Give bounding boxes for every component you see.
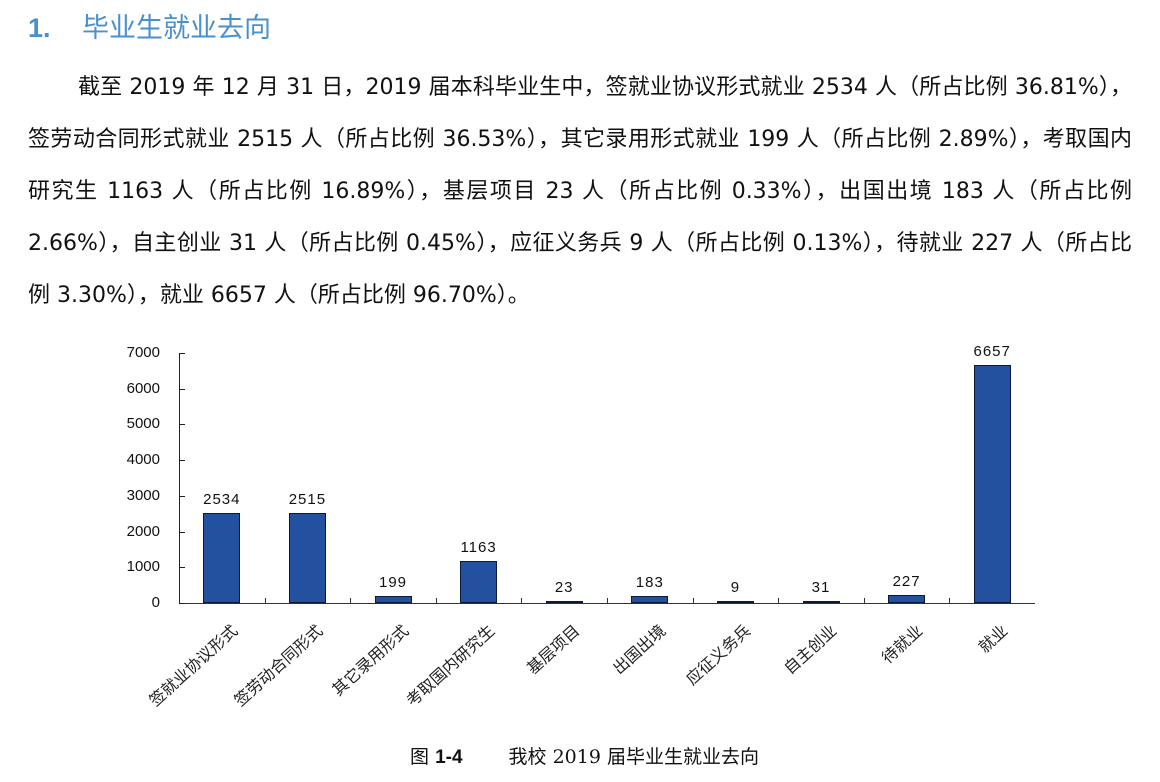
x-tick [778, 598, 780, 604]
figure-label: 图 1-4 [410, 746, 463, 768]
y-tick [179, 353, 185, 354]
x-tick [435, 598, 437, 604]
figure-title: 我校 2019 届毕业生就业去向 [508, 746, 759, 768]
bar-value-label: 6657 [973, 343, 1011, 361]
section-heading: 1. 毕业生就业去向 [28, 6, 271, 45]
bar-value-label: 2515 [288, 491, 327, 509]
x-category-label: 基层项目 [523, 621, 584, 679]
y-tick [179, 460, 185, 462]
y-axis [179, 353, 180, 604]
bar-9 [973, 365, 1011, 603]
bar-value-label: 2534 [203, 490, 241, 508]
x-category-label: 应征义务兵 [682, 621, 755, 689]
paragraph-text: 截至 2019 年 12 月 31 日，2019 届本科毕业生中，签就业协议形式… [28, 75, 1132, 308]
x-category-label: 签就业协议形式 [145, 621, 242, 711]
y-tick [179, 424, 185, 426]
bar-value-label: 183 [635, 574, 664, 592]
x-tick [350, 598, 352, 604]
bar-6 [716, 601, 754, 603]
bar-7 [802, 601, 840, 603]
x-category-label: 自主创业 [780, 621, 841, 679]
bar-value-label: 9 [730, 579, 741, 596]
x-category-label: 签劳动合同形式 [230, 621, 327, 711]
figure-caption: 图 1-4 我校 2019 届毕业生就业去向 [410, 742, 759, 769]
bar-chart: 0 1000 2000 3000 4000 5000 6000 7000 2534 签就业协议形式… [0, 330, 1160, 740]
y-tick [179, 603, 185, 604]
bar-3 [460, 561, 498, 603]
x-category-label: 就业 [975, 621, 1012, 657]
y-tick-label: 2000 [126, 522, 160, 540]
y-tick-label: 1000 [126, 558, 160, 576]
bar-5 [631, 596, 669, 603]
bar-value-label: 199 [378, 573, 408, 591]
bar-4 [545, 601, 583, 603]
body-paragraph: 截至 2019 年 12 月 31 日，2019 届本科毕业生中，签就业协议形式… [28, 62, 1132, 322]
x-tick [264, 598, 266, 604]
bar-value-label: 227 [892, 572, 921, 590]
y-tick-label: 7000 [126, 344, 160, 361]
x-tick [863, 598, 865, 604]
x-tick [521, 598, 523, 604]
x-category-label: 待就业 [877, 621, 926, 668]
x-category-label: 考取国内研究生 [402, 621, 498, 711]
y-tick-label: 3000 [126, 486, 160, 504]
bar-value-label: 23 [554, 579, 574, 596]
section-title: 毕业生就业去向 [82, 13, 271, 44]
y-tick-label: 5000 [126, 415, 160, 433]
x-tick [607, 598, 608, 604]
y-tick [179, 531, 185, 533]
y-tick-label: 6000 [126, 379, 160, 397]
x-tick [949, 598, 951, 604]
section-number: 1. [28, 13, 51, 43]
bar-value-label: 1163 [460, 539, 497, 557]
y-tick-label: 0 [151, 594, 160, 611]
bar-2 [374, 595, 412, 603]
y-tick [179, 567, 185, 569]
bar-1 [288, 513, 326, 603]
bar-8 [888, 594, 926, 603]
bar-value-label: 31 [811, 579, 831, 596]
y-tick-label: 4000 [126, 451, 160, 469]
y-tick [179, 495, 185, 497]
bar-0 [203, 512, 241, 603]
x-tick [692, 598, 694, 604]
x-category-label: 出国出境 [608, 621, 670, 679]
y-tick [179, 388, 185, 390]
x-category-label: 其它录用形式 [328, 621, 413, 700]
